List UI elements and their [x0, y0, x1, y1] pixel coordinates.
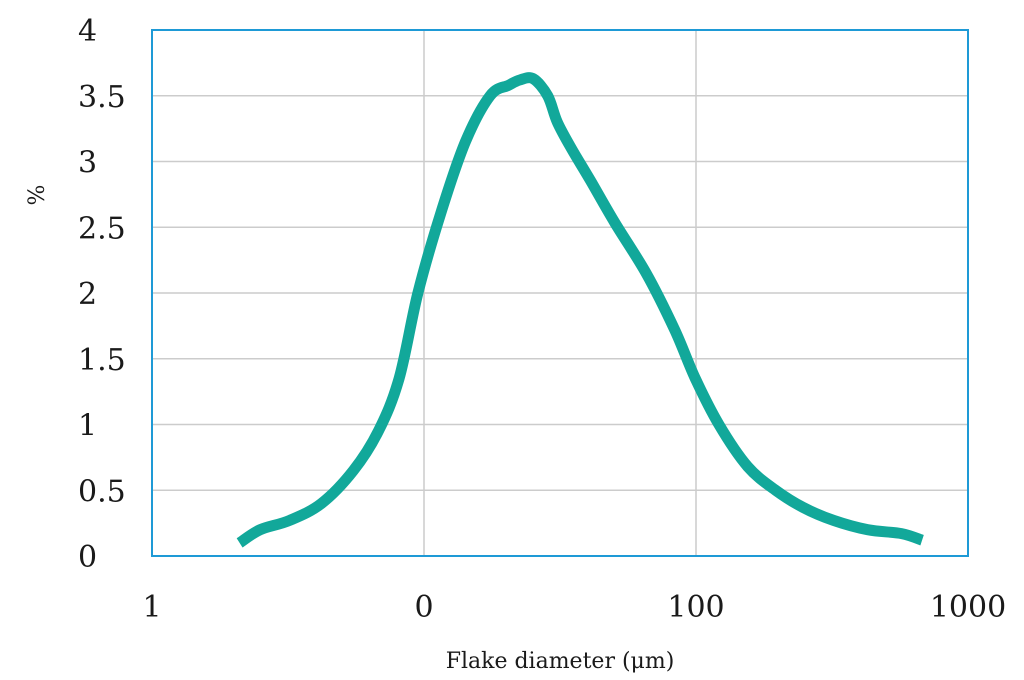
- y-tick-label: 0: [78, 540, 97, 575]
- y-tick-label: 3: [78, 146, 97, 181]
- plot-frame: [151, 29, 969, 557]
- y-tick-label: 2: [78, 277, 97, 312]
- grid-lines: [152, 30, 968, 556]
- y-tick-label: 3.5: [78, 80, 126, 115]
- x-tick-label: 1: [142, 590, 161, 625]
- x-tick-label: 100: [667, 590, 724, 625]
- y-tick-label: 0.5: [78, 474, 126, 509]
- y-tick-label: 4: [78, 14, 97, 49]
- series-line: [236, 72, 924, 548]
- x-axis-title: Flake diameter (μm): [446, 649, 675, 674]
- x-tick-label: 0: [414, 590, 433, 625]
- x-tick-labels: 1 0 100 1000: [142, 590, 1006, 625]
- x-tick-label: 1000: [930, 590, 1006, 625]
- y-tick-label: 2.5: [78, 211, 126, 246]
- y-tick-labels: 0 0.5 1 1.5 2 2.5 3 3.5 4: [78, 14, 126, 575]
- y-tick-label: 1: [78, 409, 97, 444]
- y-axis-title: %: [25, 185, 50, 206]
- series-layer: [236, 72, 924, 548]
- y-tick-label: 1.5: [78, 343, 126, 378]
